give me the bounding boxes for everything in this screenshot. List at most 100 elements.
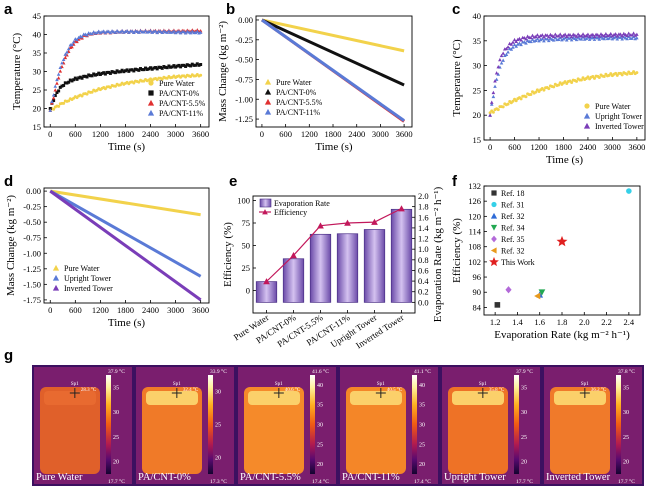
sample-body (346, 387, 406, 474)
y-tick-label: 126 (468, 196, 481, 206)
legend-entry: Ref. 32 (501, 212, 525, 221)
data-point (194, 63, 198, 67)
data-point (516, 42, 520, 46)
efficiency-point (290, 252, 297, 259)
data-point (579, 34, 584, 38)
data-point (511, 99, 515, 103)
data-point (55, 77, 59, 82)
data-point (123, 69, 127, 73)
x-tick-label: 0 (488, 142, 492, 152)
data-point (586, 75, 590, 79)
efficiency-point (263, 278, 270, 285)
x-tick-label: 1200 (531, 142, 548, 152)
data-point (504, 52, 509, 56)
data-point (60, 84, 64, 88)
data-point (613, 32, 618, 36)
y-axis-label: Mass Change (kg m⁻²) (217, 21, 229, 122)
data-point (76, 35, 81, 40)
data-point (514, 44, 518, 48)
data-point (547, 87, 551, 91)
data-point (51, 93, 56, 97)
data-point (103, 72, 107, 76)
legend-marker (148, 80, 154, 86)
data-point (179, 65, 183, 69)
legend-marker (147, 109, 155, 116)
data-point (152, 66, 156, 70)
spot-temperature: 35.8 °C (489, 388, 505, 393)
plot-frame (483, 15, 646, 141)
legend-marker (491, 235, 497, 243)
plot-frame (43, 187, 210, 304)
colorbar-tick: 20 (215, 456, 221, 462)
colorbar-tick: 25 (419, 442, 425, 448)
data-point (63, 52, 68, 56)
sample-body (40, 387, 100, 474)
data-point (595, 33, 600, 37)
data-point (66, 47, 71, 51)
spot-name: Sp1 (377, 382, 385, 387)
data-point (547, 38, 551, 43)
colorbar-min: 17.4 °C (414, 478, 431, 485)
data-point (192, 63, 196, 67)
data-point (88, 74, 92, 78)
y-tick-label: -0.25 (23, 202, 41, 212)
data-point (517, 36, 522, 41)
data-point (488, 113, 492, 117)
legend-entry: Inverted Tower (595, 122, 644, 131)
data-point-ref-32 (534, 292, 541, 300)
legend-entry: Pure Water (595, 102, 631, 111)
data-point (496, 72, 501, 76)
x-tick-label: 3000 (604, 142, 621, 152)
data-point (130, 29, 134, 33)
y-tick-label: 20 (473, 110, 482, 120)
data-point (535, 37, 540, 41)
data-point (118, 30, 123, 34)
data-point (53, 94, 57, 98)
data-point (108, 86, 112, 90)
efficiency-point (371, 218, 378, 225)
colorbar-tick: 35 (623, 385, 629, 391)
data-point (568, 32, 572, 37)
data-point (60, 61, 64, 65)
x-tick-label: 3000 (372, 129, 389, 139)
data-point (504, 46, 509, 51)
data-point (82, 74, 86, 78)
data-point (635, 71, 639, 75)
colorbar (412, 375, 417, 474)
data-point (511, 40, 515, 44)
data-point (575, 79, 579, 83)
data-point-ref-35 (505, 286, 512, 294)
x-tick-label: 2.4 (624, 317, 635, 327)
data-point (110, 70, 114, 74)
y-tick-label: -0.75 (23, 233, 41, 243)
legend-marker (147, 99, 155, 106)
data-point (117, 70, 121, 74)
legend-marker (264, 98, 272, 105)
x-tick-label: 1200 (92, 129, 109, 139)
colorbar (310, 375, 315, 474)
legend-marker (584, 103, 590, 109)
y-tick-label: -1.25 (235, 114, 253, 124)
data-point (635, 36, 639, 40)
data-point (542, 88, 546, 92)
efficiency-line (266, 208, 402, 282)
panel-label-c: c (452, 1, 460, 18)
bar (390, 208, 413, 303)
legend-entry: Evaporation Rate (274, 199, 330, 208)
y-tick-label: 90 (473, 287, 482, 297)
data-point (620, 73, 624, 77)
data-point (56, 72, 61, 76)
colorbar-min: 17.7 °C (618, 478, 635, 485)
data-point (126, 30, 131, 34)
data-point (524, 41, 528, 45)
y-tick-label: 45 (33, 11, 42, 21)
data-point (579, 78, 583, 82)
series-inverted-tower (488, 31, 639, 117)
data-point (533, 38, 538, 43)
data-point (535, 33, 540, 37)
thermal-label: Inverted Tower (546, 472, 611, 483)
data-point (155, 67, 159, 71)
